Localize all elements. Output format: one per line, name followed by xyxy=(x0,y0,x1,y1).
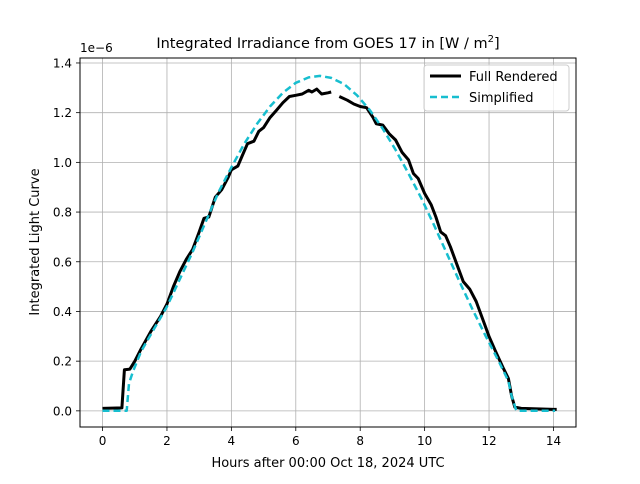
legend-label-simplified: Simplified xyxy=(469,91,533,106)
y-tick-label: 0.6 xyxy=(53,255,72,269)
y-tick-label: 1.0 xyxy=(53,156,72,170)
y-tick-label: 1.2 xyxy=(53,106,72,120)
chart-title: Integrated Irradiance from GOES 17 in [W… xyxy=(156,34,499,52)
series-line-full-rendered xyxy=(102,87,332,410)
x-tick-label: 2 xyxy=(163,434,171,448)
series-line-simplified xyxy=(102,74,556,413)
x-tick-label: 0 xyxy=(99,434,107,448)
x-axis-label: Hours after 00:00 Oct 18, 2024 UTC xyxy=(211,456,444,471)
y-tick-label: 0.0 xyxy=(53,404,72,418)
y-tick-label: 0.4 xyxy=(53,305,72,319)
x-tick-label: 10 xyxy=(417,434,432,448)
series-lines xyxy=(102,74,557,413)
y-tick-label: 0.8 xyxy=(53,206,72,220)
legend: Full Rendered Simplified xyxy=(423,64,570,112)
x-tick-label: 12 xyxy=(481,434,496,448)
x-tick-label: 14 xyxy=(546,434,561,448)
plot-frame xyxy=(79,57,577,428)
x-tick-label: 8 xyxy=(356,434,364,448)
legend-label-full-rendered: Full Rendered xyxy=(469,70,558,85)
y-offset-label: 1e−6 xyxy=(80,41,113,55)
grid xyxy=(80,58,576,427)
x-tick-label: 6 xyxy=(292,434,300,448)
x-tick-label: 4 xyxy=(228,434,236,448)
y-tick-label: 0.2 xyxy=(53,355,72,369)
y-tick-label: 1.4 xyxy=(53,56,72,70)
axis-ticks: 0 2 4 6 8 10 12 14 0.0 0.2 0.4 0.6 0.8 1.0 1.2 1.4 xyxy=(53,56,561,448)
y-axis-label: Integrated Light Curve xyxy=(28,168,43,315)
